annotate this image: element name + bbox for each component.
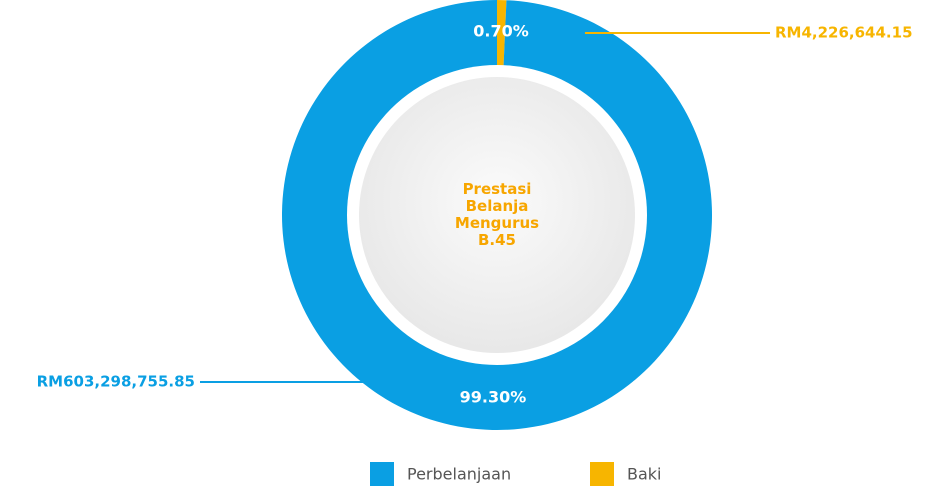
legend-swatch xyxy=(370,462,394,486)
legend: Perbelanjaan Baki xyxy=(370,462,662,486)
center-text: Belanja xyxy=(466,197,529,215)
inner-circle xyxy=(359,77,635,353)
value-label: 0.70% xyxy=(473,22,529,41)
center-text: Prestasi xyxy=(463,180,532,198)
legend-label: Perbelanjaan xyxy=(407,465,511,484)
slice xyxy=(497,0,507,76)
slices xyxy=(282,0,712,431)
amount-label: RM603,298,755.85 xyxy=(37,373,195,391)
legend-swatch xyxy=(590,462,614,486)
slice xyxy=(282,0,712,431)
legend-label: Baki xyxy=(627,465,662,484)
center-text: B.45 xyxy=(478,231,516,249)
value-label: 99.30% xyxy=(460,387,527,406)
amount-label: RM4,226,644.15 xyxy=(775,24,913,42)
center-text: Mengurus xyxy=(455,214,539,232)
